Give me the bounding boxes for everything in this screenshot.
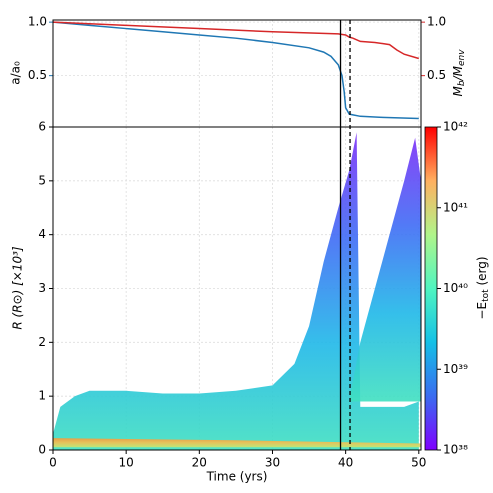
label-part: env bbox=[457, 49, 467, 66]
label-part: /M bbox=[451, 65, 465, 81]
line bbox=[52, 21, 420, 60]
colorbar-tick-label: 10⁴¹ bbox=[443, 200, 468, 214]
y-tick-label: 6 bbox=[38, 120, 46, 134]
x-tick-label: 0 bbox=[49, 456, 57, 470]
colorbar bbox=[424, 126, 438, 451]
colorbar-tick-label: 10³⁹ bbox=[443, 362, 468, 376]
x-tick-label: 40 bbox=[338, 456, 353, 470]
label-part: −E bbox=[475, 302, 489, 320]
x-tick-label: 50 bbox=[411, 456, 426, 470]
y2-tick-label: 0.5 bbox=[427, 68, 446, 82]
area bbox=[350, 137, 421, 402]
label-part: b bbox=[457, 80, 467, 86]
y-tick-label: 2 bbox=[38, 335, 46, 349]
y-tick-label: 0.5 bbox=[28, 68, 47, 82]
y-axis-label: a/a₀ bbox=[9, 61, 23, 85]
colorbar-tick-label: 10³⁸ bbox=[443, 443, 468, 457]
y2-axis-label: Mb/Menv bbox=[451, 49, 467, 97]
colorbar-label: −Etot (erg) bbox=[475, 256, 491, 319]
y-tick-label: 0 bbox=[38, 443, 46, 457]
y-tick-label: 3 bbox=[38, 281, 46, 295]
label-part: tot bbox=[481, 289, 491, 302]
label-part: (erg) bbox=[475, 256, 489, 289]
y-tick-label: 4 bbox=[38, 227, 46, 241]
label-part: M bbox=[451, 86, 465, 97]
area bbox=[53, 438, 421, 448]
colorbar-tick-label: 10⁴² bbox=[443, 120, 468, 134]
x-tick-label: 30 bbox=[265, 456, 280, 470]
y2-tick-label: 1.0 bbox=[427, 15, 446, 29]
x-axis-label: Time (yrs) bbox=[206, 470, 268, 484]
y-tick-label: 1.0 bbox=[28, 15, 47, 29]
x-tick-label: 20 bbox=[192, 456, 207, 470]
colorbar-tick-label: 10⁴⁰ bbox=[443, 281, 468, 295]
y-axis-label: R (R⊙) [×10³] bbox=[11, 246, 25, 330]
y-tick-label: 5 bbox=[38, 173, 46, 187]
line bbox=[52, 21, 419, 120]
y-tick-label: 1 bbox=[38, 389, 46, 403]
x-tick-label: 10 bbox=[119, 456, 134, 470]
area bbox=[53, 132, 419, 450]
axes-frame bbox=[52, 19, 422, 128]
